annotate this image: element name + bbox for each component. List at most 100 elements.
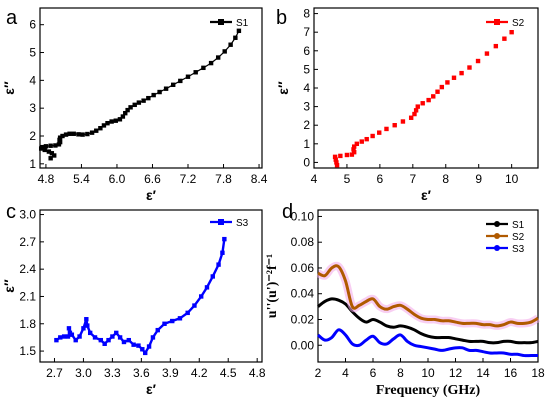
data-point <box>198 294 204 299</box>
y-axis-label: ε″ <box>1 279 17 293</box>
data-point <box>445 80 450 85</box>
data-point <box>73 337 78 343</box>
x-tick-label: 14 <box>476 366 490 380</box>
legend-swatch-marker <box>494 221 500 227</box>
data-point <box>76 132 81 137</box>
data-point <box>435 89 440 94</box>
data-point <box>384 126 389 132</box>
data-point <box>106 337 111 343</box>
data-point <box>121 339 127 345</box>
y-tick-label: 6 <box>303 44 310 58</box>
data-point <box>117 117 123 122</box>
legend-label: S3 <box>236 218 249 229</box>
data-point <box>334 160 339 165</box>
y-tick-label: 3 <box>29 101 36 115</box>
legend-label: S3 <box>512 244 525 255</box>
data-point <box>426 97 431 103</box>
y-tick-label: 0 <box>303 155 310 169</box>
data-point <box>236 28 242 34</box>
legend: S2 <box>486 18 525 29</box>
data-point <box>60 133 65 139</box>
series-line <box>40 30 240 159</box>
x-tick-label: 3.6 <box>133 366 150 380</box>
y-tick-label: 1.8 <box>19 317 36 331</box>
legend-label: S2 <box>512 232 525 243</box>
chart-panel-b: b 4 5 6 7 8 9 10 0 1 2 3 4 5 6 7 8 ε′ ε″ S2 <box>275 7 539 203</box>
data-point <box>48 143 53 148</box>
data-point <box>77 334 82 339</box>
y-tick-label: 6 <box>29 18 36 32</box>
legend-label: S2 <box>512 18 525 29</box>
data-point <box>415 104 420 109</box>
data-point <box>333 157 338 162</box>
x-tick-label: 3.3 <box>104 366 121 380</box>
data-point <box>467 65 472 70</box>
x-axis-label: ε′ <box>146 187 157 203</box>
x-tick-label: 6.0 <box>109 172 126 186</box>
panel-letter: b <box>276 7 287 29</box>
data-point <box>87 330 93 336</box>
data-point <box>185 74 191 79</box>
x-tick-label: 12 <box>449 366 463 380</box>
series-line <box>317 264 539 328</box>
data-point <box>140 347 145 352</box>
data-point <box>128 105 133 110</box>
data-point <box>71 131 76 136</box>
data-point <box>210 274 215 279</box>
data-point <box>48 156 53 161</box>
series-S3 <box>317 328 538 358</box>
legend-swatch-marker <box>218 219 224 225</box>
data-point <box>157 89 162 95</box>
data-point <box>163 86 169 91</box>
data-point <box>509 29 514 35</box>
x-tick-label: 7 <box>409 172 416 186</box>
data-point <box>66 326 72 331</box>
data-point <box>42 147 47 153</box>
data-point <box>228 42 233 47</box>
data-point <box>54 337 59 343</box>
data-point <box>178 78 183 84</box>
y-tick-label: 3 <box>303 100 310 114</box>
data-point <box>215 55 221 60</box>
data-point <box>67 131 72 136</box>
data-point <box>49 151 55 156</box>
data-point <box>193 70 198 75</box>
data-point <box>132 102 137 108</box>
y-tick-label: 1 <box>303 137 310 151</box>
data-point <box>359 139 364 144</box>
data-point <box>408 115 414 120</box>
data-point <box>502 36 507 41</box>
y-tick-label: 2 <box>29 129 36 143</box>
x-tick-label: 10 <box>421 366 435 380</box>
x-tick-label: 8.4 <box>251 172 268 186</box>
data-point <box>141 98 146 103</box>
y-tick-label: 3.0 <box>19 208 36 222</box>
legend: S1 <box>210 18 249 29</box>
data-point <box>57 137 62 143</box>
data-point <box>451 75 457 80</box>
data-point <box>113 118 118 123</box>
data-point <box>233 35 238 40</box>
data-point <box>177 316 183 321</box>
data-point <box>171 82 176 87</box>
data-point <box>412 111 417 117</box>
data-point <box>155 327 160 333</box>
data-point <box>431 94 436 99</box>
series-S2 <box>316 261 541 330</box>
data-point <box>69 332 75 337</box>
data-point <box>40 144 45 150</box>
data-point <box>364 136 369 142</box>
y-tick-label: 0.00 <box>291 338 315 352</box>
y-tick-label: 2.1 <box>19 289 36 303</box>
axes-frame <box>39 209 263 363</box>
x-tick-label: 16 <box>504 366 518 380</box>
data-point <box>109 119 114 124</box>
data-point <box>85 131 90 137</box>
data-point <box>459 70 464 76</box>
data-point <box>114 330 119 336</box>
y-axis-label: u''(u')⁻²f⁻¹ <box>265 254 280 318</box>
legend-label: S1 <box>236 18 249 29</box>
series-S1 <box>317 297 539 345</box>
data-point <box>125 107 130 113</box>
